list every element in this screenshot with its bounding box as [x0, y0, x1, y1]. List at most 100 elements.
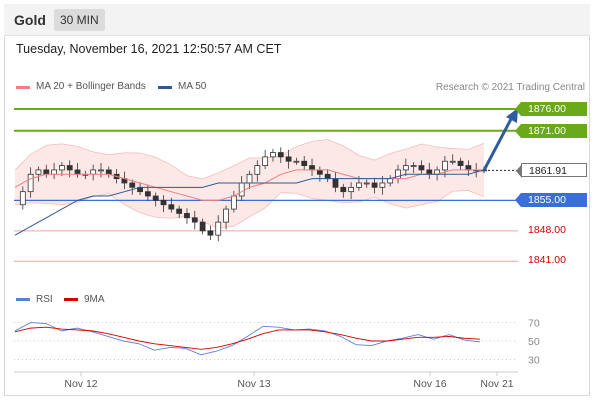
candle-body-down: [285, 156, 292, 162]
level-value-text: 1876.00: [528, 103, 566, 116]
candle: [340, 183, 347, 198]
candle: [160, 195, 167, 213]
candle-body-up: [442, 160, 448, 171]
candle: [402, 158, 409, 177]
copyright-text: Research © 2021 Trading Central: [435, 82, 585, 93]
x-tick-label: Nov 16: [413, 378, 446, 390]
candle: [379, 176, 386, 195]
candle-body-down: [465, 165, 472, 171]
candle-body-down: [277, 152, 284, 158]
candle-body-down: [371, 182, 378, 188]
candle-body-up: [293, 160, 300, 163]
candle-body-up: [238, 182, 245, 197]
candle: [277, 147, 284, 163]
candle-body-down: [340, 186, 347, 193]
candle-body-down: [199, 221, 206, 232]
candle-body-up: [348, 186, 355, 193]
candle-body-up: [363, 182, 370, 185]
ma20-legend-label: MA 20 + Bollinger Bands: [36, 81, 146, 92]
candle: [129, 179, 136, 195]
candle-body-down: [207, 230, 214, 236]
candle-body-down: [309, 165, 315, 171]
candle: [449, 154, 456, 165]
candle: [27, 167, 34, 198]
x-tick-label: Nov 21: [480, 378, 513, 390]
candle-body-up: [387, 178, 394, 184]
price-tag-pointer: [515, 123, 521, 138]
candle-body-up: [59, 165, 65, 171]
candle-body-up: [449, 160, 456, 163]
candle: [442, 156, 448, 178]
level-value-text: 1861.91: [529, 165, 567, 178]
candle: [184, 208, 190, 224]
candle-body-down: [457, 160, 464, 166]
rsi-legend-swatch: [16, 298, 30, 301]
ma20-legend-swatch: [16, 86, 30, 89]
candle: [254, 160, 261, 182]
candle-body-down: [129, 182, 136, 188]
bollinger-upper-line: [14, 139, 485, 180]
candle-body-up: [262, 156, 269, 166]
pivot-level-label: 1855.00: [515, 193, 587, 208]
ma50-line: [14, 169, 485, 236]
candle-body-down: [191, 217, 198, 223]
candle-body-down: [332, 178, 339, 188]
candle-body-down: [43, 169, 50, 175]
x-tick-label: Nov 12: [64, 378, 97, 390]
candle: [418, 160, 425, 174]
candle-body-up: [402, 165, 409, 171]
candle: [223, 205, 229, 230]
level-value-text: 1871.00: [528, 124, 566, 137]
candle-body-down: [418, 165, 425, 171]
candle: [168, 197, 175, 213]
candle-body-up: [90, 169, 97, 175]
candle-body-down: [301, 160, 308, 166]
level-value-text: 1848.00: [528, 223, 566, 236]
candle: [301, 156, 308, 171]
chart-header: Gold 30 MIN: [4, 4, 590, 36]
candle-body-up: [19, 191, 26, 206]
rsi-tick-label: 70: [528, 318, 540, 330]
support-level-label: 1841.00: [528, 254, 566, 266]
candle-body-up: [215, 221, 222, 236]
candle: [98, 162, 104, 178]
price-tag-pointer: [516, 164, 522, 179]
price-tag-pointer: [515, 193, 521, 208]
candle: [207, 225, 214, 240]
ma9-legend-swatch: [64, 298, 78, 301]
candle: [285, 149, 292, 169]
resistance-level-label: 1871.00: [515, 123, 587, 138]
candle-body-up: [356, 182, 362, 188]
forecast-arrow-line: [482, 118, 513, 172]
candle-body-up: [35, 169, 42, 175]
timestamp: Tuesday, November 16, 2021 12:50:57 AM C…: [16, 42, 282, 56]
candle: [371, 177, 378, 194]
candle-body-up: [51, 169, 57, 175]
rsi-tick-label: 50: [528, 336, 540, 348]
candle-body-up: [246, 173, 253, 184]
candle-body-down: [184, 213, 190, 219]
level-value-text: 1841.00: [528, 254, 566, 267]
candle-body-down: [426, 169, 433, 175]
rsi-tick-label: 30: [528, 354, 540, 366]
candle-body-down: [160, 199, 167, 206]
candle: [363, 179, 370, 188]
candle-body-up: [254, 165, 261, 175]
candle-body-up: [98, 169, 104, 172]
candle-body-up: [230, 195, 237, 210]
candlestick-series: [19, 147, 487, 242]
candle-body-down: [316, 169, 323, 175]
candle: [176, 205, 183, 219]
candle-body-down: [74, 169, 81, 175]
candle-body-up: [270, 152, 276, 158]
candle-body-up: [410, 165, 417, 167]
candle-body-down: [105, 169, 112, 175]
candle: [270, 149, 276, 162]
candle: [293, 157, 300, 165]
candle: [152, 192, 159, 207]
candle: [191, 210, 198, 230]
candle: [19, 186, 26, 210]
support-level-label: 1848.00: [528, 224, 566, 236]
interval-button[interactable]: 30 MIN: [54, 9, 105, 31]
last-price-label: 1861.91: [516, 163, 587, 179]
